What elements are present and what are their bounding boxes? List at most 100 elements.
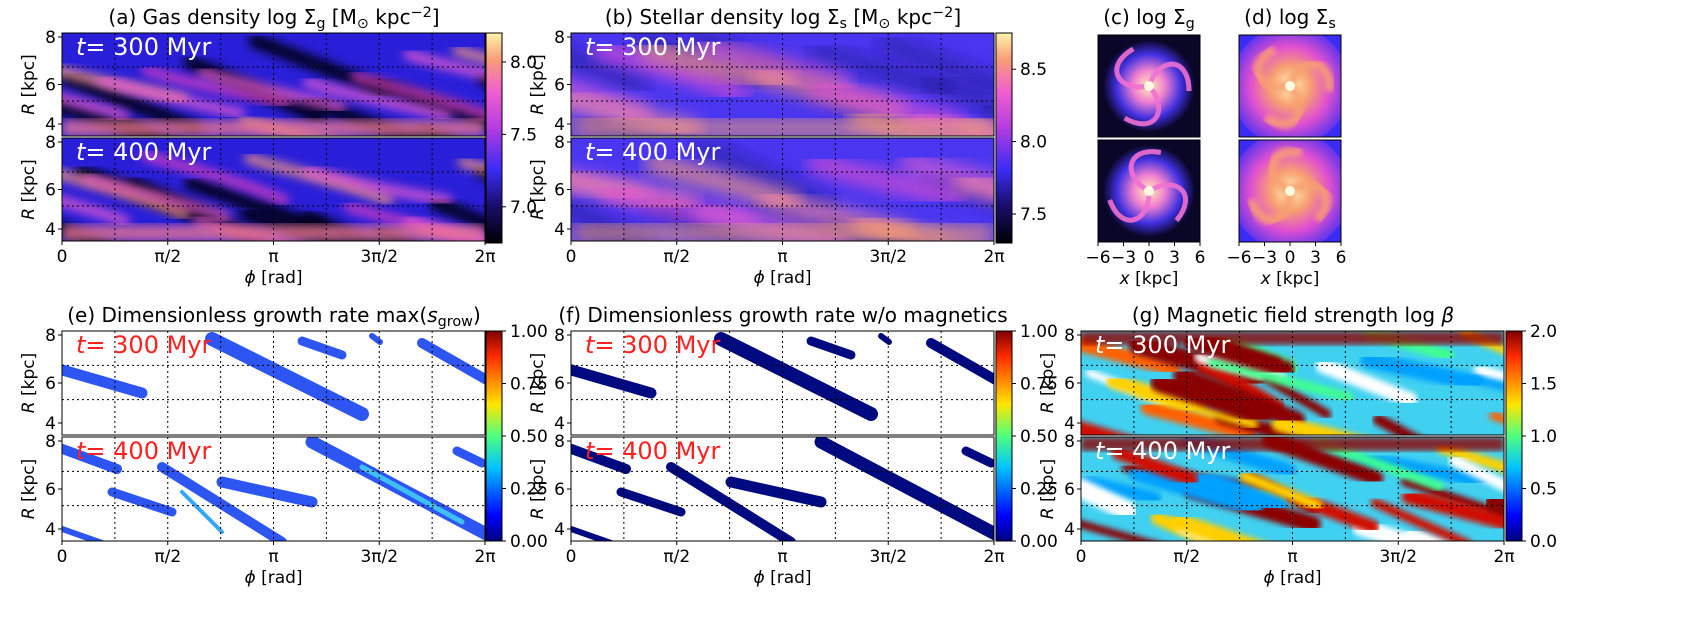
bright-arm [141, 65, 291, 108]
time-label: t= 300 Myr [585, 33, 721, 61]
beta-structure [1473, 364, 1504, 385]
beta-structure [1372, 413, 1420, 435]
beta-structure [1370, 498, 1471, 541]
time-value: = 300 Myr [594, 331, 720, 359]
bright-arm [197, 67, 347, 112]
r-tick-label: 6 [45, 76, 56, 96]
phi-tick-label: π/2 [154, 247, 181, 267]
bright-arm [140, 150, 290, 205]
x-unit: [kpc] [1271, 269, 1320, 289]
time-symbol: t [585, 138, 596, 166]
map-content [1081, 437, 1504, 541]
colorbar-tick-label: 7.5 [1020, 205, 1047, 225]
r-tick-label: 4 [554, 520, 565, 540]
phi-tick-label: π [777, 247, 787, 267]
x-tick-label: 3 [1310, 248, 1321, 268]
phi-tick-label: π [268, 547, 278, 567]
beta-structure [1261, 374, 1332, 419]
beta-structure [1128, 464, 1263, 516]
r-tick-label: 4 [45, 520, 56, 540]
disk-center [1285, 81, 1295, 91]
growth-region [616, 487, 686, 517]
phi-tick-label: π [268, 247, 278, 267]
colorbar-tick-label: 0.50 [510, 427, 548, 447]
r-axis-label: R [kpc] [19, 159, 39, 219]
phi-symbol: ϕ [753, 268, 764, 288]
growth-peak [359, 464, 465, 525]
phi-tick-label: 2π [474, 247, 495, 267]
r-tick-label: 4 [554, 414, 565, 434]
phi-symbol: ϕ [753, 568, 764, 588]
disk-map [1239, 35, 1341, 137]
phi-symbol: ϕ [1263, 568, 1274, 588]
phi-axis-label: ϕ [rad] [244, 568, 302, 588]
colorbar-tick-label: 0.00 [1020, 532, 1058, 552]
title-b-part: kpc [890, 5, 932, 29]
r-unit: [kpc] [1038, 459, 1058, 508]
beta-structure [1081, 520, 1156, 541]
spiral-arm [1263, 83, 1305, 129]
r-axis-label: R [kpc] [1038, 459, 1058, 519]
colorbar-tick-label: 1.00 [510, 322, 548, 342]
bright-arm [302, 165, 452, 205]
phi-axis-label: ϕ [rad] [753, 268, 811, 288]
r-tick-label: 6 [554, 181, 565, 201]
x-tick-label: 0 [1144, 248, 1155, 268]
dark-lane [571, 51, 649, 92]
r-tick-label: 8 [45, 28, 56, 48]
time-value: = 400 Myr [594, 138, 720, 166]
spiral-arm [1287, 180, 1331, 224]
beta-structure [1315, 358, 1418, 408]
time-value: = 300 Myr [85, 33, 211, 61]
time-label: t= 400 Myr [76, 138, 212, 166]
r-tick-label: 8 [554, 133, 565, 153]
disk-center [1144, 81, 1154, 91]
time-symbol: t [1095, 437, 1106, 465]
x-axis-label: x [kpc] [1119, 269, 1179, 289]
bright-arm [62, 196, 130, 226]
growth-region [666, 462, 796, 541]
beta-structure [1401, 488, 1504, 530]
title-a-part: kpc [369, 5, 411, 29]
spiral-arm [1285, 59, 1335, 92]
growth-region [714, 332, 878, 421]
title-a-part: [M [325, 5, 356, 29]
time-symbol: t [1095, 331, 1106, 359]
time-symbol: t [76, 437, 87, 465]
time-value: = 300 Myr [1104, 331, 1230, 359]
r-tick-label: 8 [45, 432, 56, 452]
bright-arm [807, 154, 964, 206]
time-value: = 400 Myr [594, 437, 720, 465]
growth-peak [180, 490, 224, 534]
beta-structure [1189, 467, 1289, 515]
title-b-part: −2 [932, 5, 953, 21]
r-unit: [kpc] [528, 353, 548, 402]
title-g-part: β [1440, 303, 1454, 327]
spiral-arm [1146, 61, 1192, 92]
colorbar-tick-label: 0.25 [510, 480, 548, 500]
x-symbol: x [1260, 269, 1272, 289]
growth-region [725, 476, 827, 508]
beta-structure [1136, 387, 1259, 429]
colorbar-tick-label: 0.00 [510, 532, 548, 552]
dark-lane [184, 176, 329, 236]
growth-region [878, 333, 892, 345]
r-tick-label: 6 [45, 374, 56, 394]
colorbar-tick-label: 2.0 [1530, 322, 1557, 342]
phi-tick-label: π/2 [1173, 547, 1200, 567]
beta-structure [1111, 445, 1199, 487]
r-tick-label: 6 [554, 374, 565, 394]
growth-region [369, 333, 383, 345]
r-tick-label: 8 [554, 432, 565, 452]
r-tick-label: 8 [554, 326, 565, 346]
phi-tick-label: π/2 [663, 247, 690, 267]
plot-frame [1238, 34, 1342, 138]
growth-region [216, 476, 318, 508]
r-tick-label: 4 [45, 220, 56, 240]
r-axis-label: R [kpc] [528, 353, 548, 413]
time-value: = 300 Myr [594, 33, 720, 61]
